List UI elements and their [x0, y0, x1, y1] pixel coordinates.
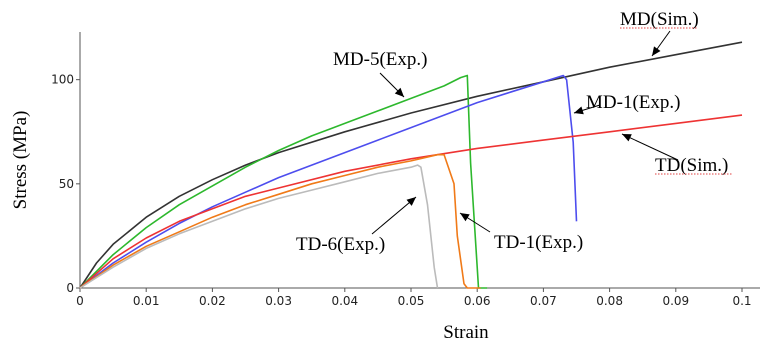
annotation-td-6: TD-6(Exp.) — [296, 196, 417, 255]
annotation-arrow-head — [574, 106, 584, 115]
annotation-arrow-line — [621, 133, 679, 161]
annotation-label: TD-6(Exp.) — [296, 234, 385, 255]
annotation-label: MD-5(Exp.) — [333, 49, 427, 70]
annotation-td-1: TD-1(Exp.) — [459, 212, 583, 253]
ticks: 0 0.01 0.02 0.03 0.04 0.05 0.06 0.07 0.08 0.09 0.1… — [51, 73, 751, 308]
y-axis-title: Stress (MPa) — [10, 111, 31, 210]
x-tick-label: 0.07 — [530, 294, 557, 308]
x-tick-label: 0.08 — [596, 294, 623, 308]
annotation-md-5: MD-5(Exp.) — [333, 49, 427, 98]
series-line-td-6 — [79, 164, 439, 289]
annotation-label: TD(Sim.) — [655, 155, 728, 176]
annotation-arrow-head — [622, 134, 632, 142]
annotation-arrow-line — [371, 196, 417, 235]
annotation-label: TD-1(Exp.) — [494, 232, 583, 253]
x-tick-label: 0.09 — [662, 294, 689, 308]
series-line-md-5 — [79, 74, 488, 289]
y-tick-label: 0 — [66, 281, 74, 295]
annotation-label: MD(Sim.) — [620, 9, 699, 30]
annotation-td-sim: TD(Sim.) — [621, 133, 732, 176]
annotation-arrow-head — [406, 197, 416, 206]
annotation-md-sim: MD(Sim.) — [620, 9, 699, 57]
x-tick-label: 0.01 — [133, 294, 160, 308]
x-tick-label: 0.06 — [464, 294, 491, 308]
y-tick-label: 100 — [51, 73, 74, 87]
annotation-arrow-head — [652, 46, 661, 56]
annotation-label: MD-1(Exp.) — [586, 92, 680, 113]
series-line-td-sim — [79, 114, 743, 289]
axes — [79, 32, 760, 289]
annotation-md-1: MD-1(Exp.) — [573, 92, 680, 115]
x-axis-title: Strain — [443, 322, 489, 343]
x-tick-label: 0.02 — [199, 294, 226, 308]
x-tick-label: 0.1 — [732, 294, 751, 308]
y-tick-label: 50 — [59, 177, 74, 191]
x-tick-label: 0 — [76, 294, 84, 308]
annotations: MD(Sim.) MD-5(Exp.) MD-1(Exp.) TD(Sim.) TD-6… — [296, 9, 732, 255]
series-line-md-1 — [79, 74, 578, 289]
x-tick-label: 0.04 — [331, 294, 358, 308]
series-lines — [79, 41, 743, 289]
annotation-arrow-head — [460, 213, 470, 222]
x-tick-label: 0.05 — [398, 294, 425, 308]
annotation-arrow-head — [394, 87, 404, 97]
series-line-md-sim — [79, 41, 743, 289]
series-line-td-1 — [79, 153, 481, 289]
x-tick-label: 0.03 — [265, 294, 292, 308]
